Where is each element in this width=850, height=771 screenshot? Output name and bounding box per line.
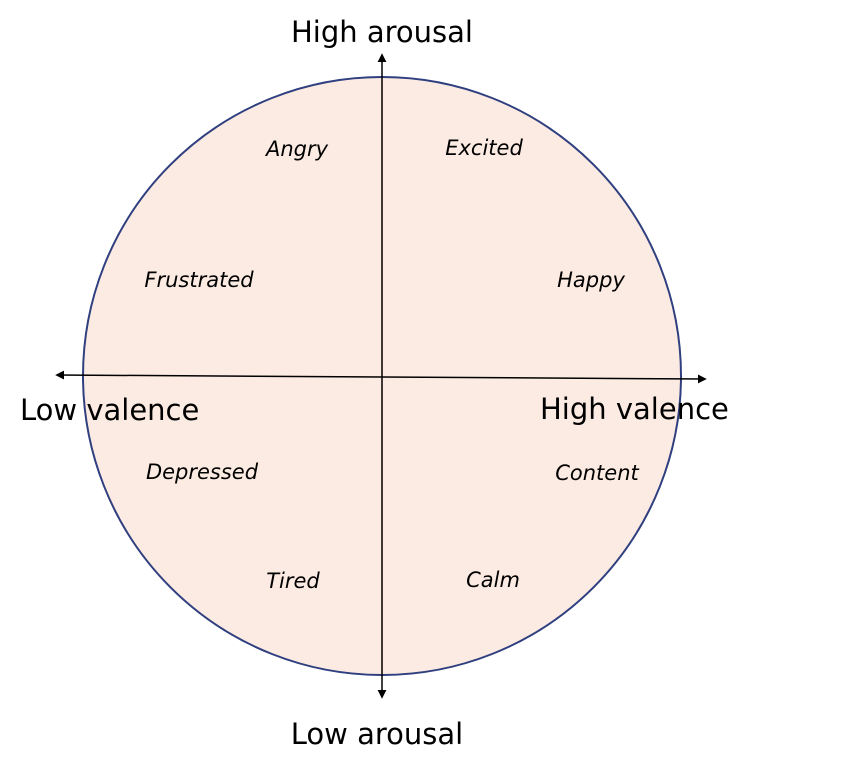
emotion-depressed: Depressed — [146, 460, 259, 484]
low-valence-label: Low valence — [20, 393, 199, 427]
high-arousal-label: High arousal — [291, 15, 473, 49]
emotion-frustrated: Frustrated — [144, 268, 254, 292]
high-valence-label: High valence — [540, 392, 729, 426]
emotion-happy: Happy — [557, 268, 625, 292]
emotion-angry: Angry — [264, 137, 329, 161]
emotion-excited: Excited — [445, 136, 523, 160]
emotion-calm: Calm — [466, 568, 520, 592]
emotion-tired: Tired — [266, 569, 320, 593]
low-arousal-label: Low arousal — [291, 717, 463, 751]
emotion-content: Content — [555, 461, 639, 485]
valence-axis — [55, 370, 707, 384]
